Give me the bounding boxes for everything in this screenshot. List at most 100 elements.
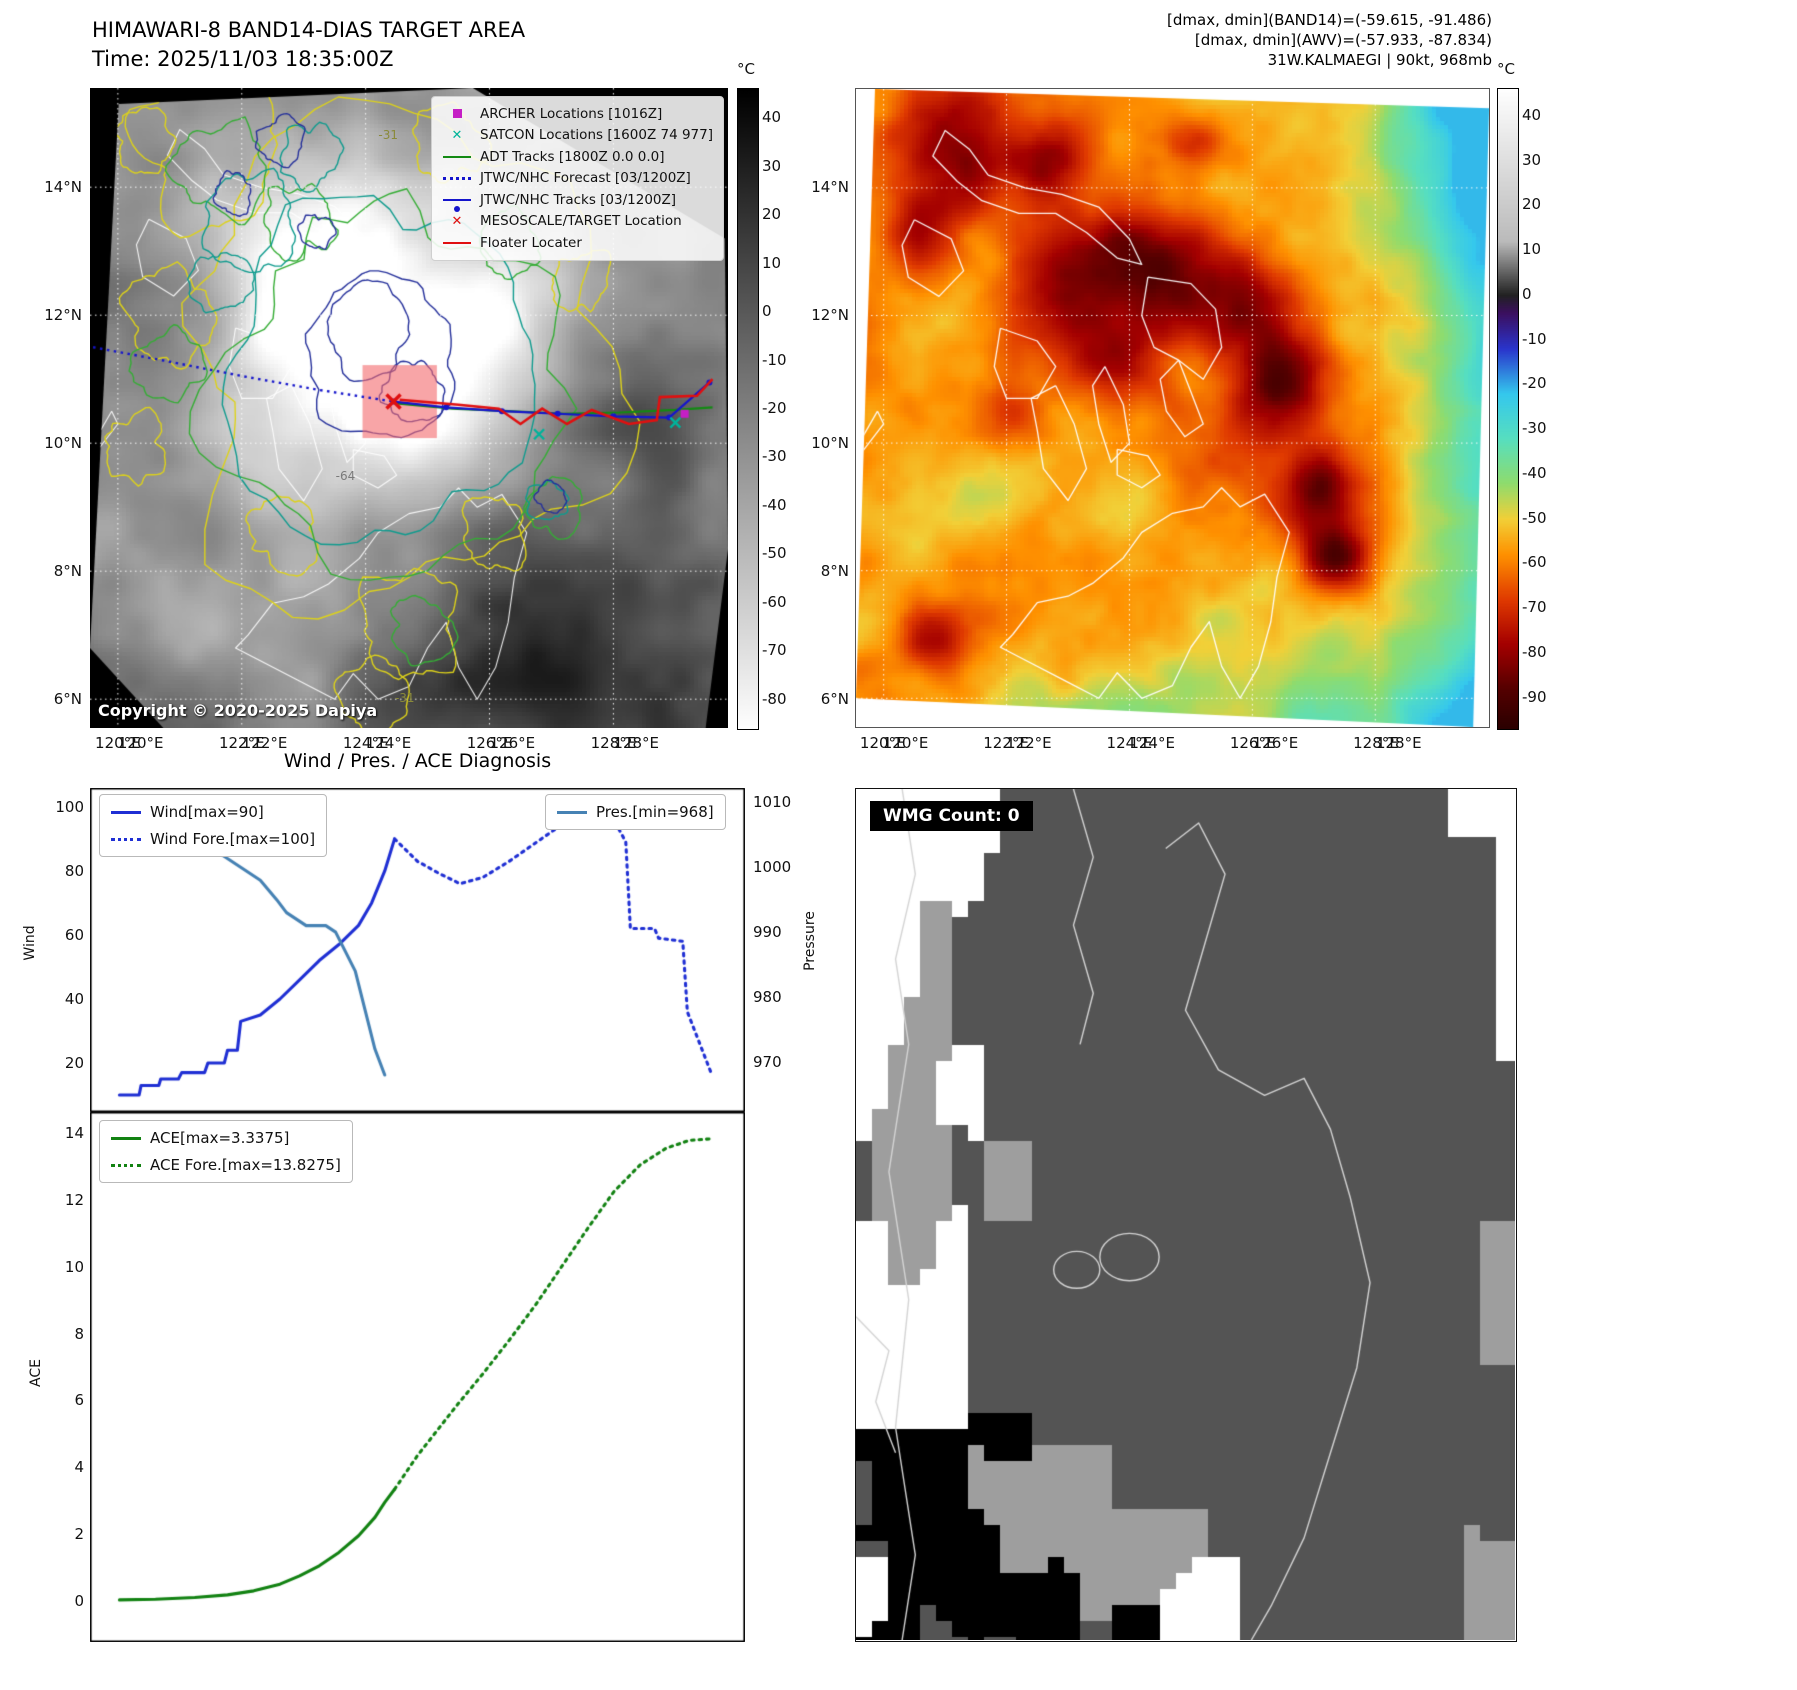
band14-subtitle: Time: 2025/11/03 18:35:00Z — [92, 47, 394, 71]
legend-label: Wind Fore.[max=100] — [150, 830, 316, 848]
awv-cbar-tick: -30 — [1522, 419, 1547, 438]
awv-cbar-tick: 20 — [1522, 195, 1542, 214]
awv-xtick: 124°E — [1106, 734, 1153, 752]
awv-map-canvas — [856, 89, 1489, 727]
ace-chart-canvas — [90, 1112, 745, 1642]
band14-ytick: 14°N — [44, 178, 82, 197]
legend-item: Wind Fore.[max=100] — [111, 830, 315, 848]
band14-xtick: 122°E — [218, 734, 265, 752]
awv-xtick: 122°E — [1006, 734, 1052, 752]
band14-legend-item: ADT Tracks [1800Z 0.0 0.0] — [442, 147, 713, 167]
awv-header: [dmax, dmin](BAND14)=(-59.615, -91.486) [… — [1000, 10, 1492, 70]
wind-ytick: 100 — [55, 797, 84, 816]
solid-line-icon — [557, 810, 587, 814]
band14-cbar-tick: -50 — [762, 544, 787, 563]
band14-legend-item: ✕ SATCON Locations [1600Z 74 977] — [442, 126, 713, 146]
ace-ytick: 2 — [74, 1525, 84, 1544]
band14-legend-label: ADT Tracks [1800Z 0.0 0.0] — [480, 148, 665, 165]
awv-header-line-1: [dmax, dmin](AWV)=(-57.933, -87.834) — [1194, 31, 1492, 49]
band14-colorbar — [737, 88, 759, 730]
band14-legend-label: MESOSCALE/TARGET Location — [480, 213, 682, 230]
awv-cbar-tick: -90 — [1522, 687, 1547, 706]
band14-legend-item: Floater Locater — [442, 233, 713, 253]
wind-ytick: 60 — [64, 925, 84, 944]
awv-xtick: 128°E — [1353, 734, 1399, 752]
band14-xtick: 128°E — [590, 734, 637, 752]
line-marker-icon — [442, 198, 472, 212]
awv-cbar-tick: -70 — [1522, 598, 1547, 617]
awv-cbar-tick: 0 — [1522, 284, 1532, 303]
band14-xtick: 124°E — [365, 734, 412, 752]
band14-legend-label: JTWC/NHC Forecast [03/1200Z] — [480, 170, 691, 187]
awv-cbar-tick: 10 — [1522, 240, 1542, 259]
ace-ytick: 14 — [64, 1124, 84, 1143]
dotted-icon — [442, 176, 472, 180]
awv-ytick: 6°N — [820, 690, 849, 709]
line-icon — [442, 155, 472, 158]
ace-ytick: 12 — [64, 1190, 84, 1209]
pressure-ytick: 990 — [753, 923, 782, 942]
contour-value-label: -31 — [394, 690, 415, 705]
band14-map: ARCHER Locations [1016Z] ✕ SATCON Location… — [90, 88, 728, 728]
band14-cbar-tick: -30 — [762, 447, 787, 466]
band14-ytick: 6°N — [53, 690, 82, 709]
band14-xtick: 126°E — [466, 734, 513, 752]
awv-xtick: 126°E — [1252, 734, 1299, 752]
awv-ytick: 10°N — [811, 434, 849, 453]
wind-ytick: 20 — [64, 1054, 84, 1073]
band14-xtick: 126°E — [489, 734, 536, 752]
pressure-legend: Pres.[min=968] — [545, 794, 726, 830]
dotted-line-icon — [111, 837, 141, 841]
band14-legend-item: ARCHER Locations [1016Z] — [442, 104, 713, 124]
wmg-count-badge: WMG Count: 0 — [870, 801, 1033, 831]
awv-xtick: 120°E — [882, 734, 929, 752]
pressure-ytick: 1010 — [753, 793, 792, 812]
awv-xtick: 122°E — [983, 734, 1029, 752]
band14-cbar-tick: 0 — [762, 302, 772, 321]
band14-legend-label: ARCHER Locations [1016Z] — [480, 105, 663, 122]
band14-ytick: 8°N — [53, 562, 82, 581]
band14-cbar-tick: -60 — [762, 592, 787, 611]
x-icon: ✕ — [451, 213, 463, 229]
band14-cbar-tick: 10 — [762, 253, 782, 272]
dotted-line-icon — [111, 1163, 141, 1167]
ace-ytick: 0 — [74, 1591, 84, 1610]
band14-legend-item: JTWC/NHC Tracks [03/1200Z] — [442, 190, 713, 212]
ace-ytick: 8 — [74, 1324, 84, 1343]
legend-label: ACE Fore.[max=13.8275] — [150, 1156, 341, 1174]
band14-cbar-tick: 30 — [762, 156, 782, 175]
band14-legend-label: Floater Locater — [480, 234, 582, 251]
awv-cbar-tick: -80 — [1522, 642, 1547, 661]
band14-colorbar-unit: °C — [737, 60, 755, 78]
wind-ytick: 40 — [64, 989, 84, 1008]
copyright-text: Copyright © 2020-2025 Dapiya — [98, 701, 378, 720]
contour-value-label: -31 — [378, 127, 398, 142]
ace-legend: ACE[max=3.3375] ACE Fore.[max=13.8275] — [99, 1120, 353, 1183]
solid-line-icon — [111, 1136, 141, 1140]
x-icon: ✕ — [451, 127, 463, 143]
awv-ytick: 8°N — [820, 562, 849, 581]
square-icon — [442, 109, 472, 119]
solid-line-icon — [111, 810, 141, 814]
legend-item: Wind[max=90] — [111, 803, 315, 821]
legend-item: ACE[max=3.3375] — [111, 1129, 341, 1147]
band14-cbar-tick: 20 — [762, 205, 782, 224]
pressure-ytick: 970 — [753, 1053, 782, 1071]
band14-xtick: 124°E — [342, 734, 389, 752]
awv-header-line-2: 31W.KALMAEGI | 90kt, 968mb — [1267, 51, 1492, 69]
band14-legend-item: ✕ MESOSCALE/TARGET Location — [442, 212, 713, 232]
awv-cbar-tick: -50 — [1522, 508, 1547, 527]
awv-ytick: 14°N — [811, 178, 849, 197]
band14-legend-label: JTWC/NHC Tracks [03/1200Z] — [480, 191, 677, 208]
awv-xtick: 128°E — [1375, 734, 1422, 752]
pressure-ytick: 980 — [753, 988, 782, 1007]
legend-item: ACE Fore.[max=13.8275] — [111, 1156, 341, 1174]
band14-legend-item: JTWC/NHC Forecast [03/1200Z] — [442, 169, 713, 189]
awv-xtick: 126°E — [1229, 734, 1276, 752]
band14-cbar-tick: -80 — [762, 689, 787, 708]
pressure-ytick: 1000 — [753, 858, 792, 877]
awv-xtick: 120°E — [859, 734, 906, 752]
awv-map — [855, 88, 1490, 728]
band14-cbar-tick: -20 — [762, 399, 787, 417]
